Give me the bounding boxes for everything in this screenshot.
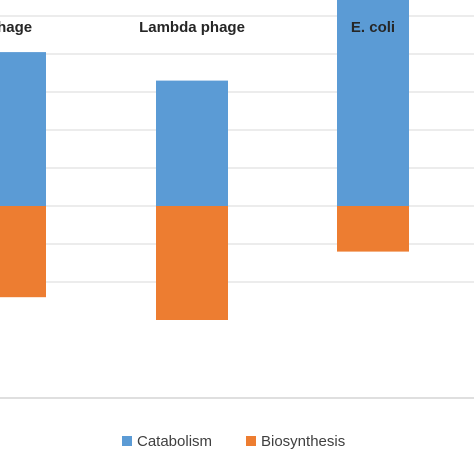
bar-biosynthesis-2 [337,206,409,252]
legend-swatch-biosynthesis [246,436,256,446]
legend-label-catabolism: Catabolism [137,433,212,450]
bar-catabolism-2 [337,0,409,206]
category-label-2: E. coli [351,19,395,36]
gridlines [0,15,474,283]
bar-biosynthesis-0 [0,206,46,298]
legend-label-biosynthesis: Biosynthesis [261,433,345,450]
bars [0,0,409,320]
category-labels: phage Lambda phage E. coli [0,19,395,36]
category-label-1: Lambda phage [139,19,245,36]
bar-catabolism-1 [156,80,228,206]
legend-swatch-catabolism [122,436,132,446]
bar-catabolism-0 [0,52,46,206]
category-label-0: phage [0,19,32,36]
bar-biosynthesis-1 [156,206,228,320]
legend: Catabolism Biosynthesis [122,433,345,450]
